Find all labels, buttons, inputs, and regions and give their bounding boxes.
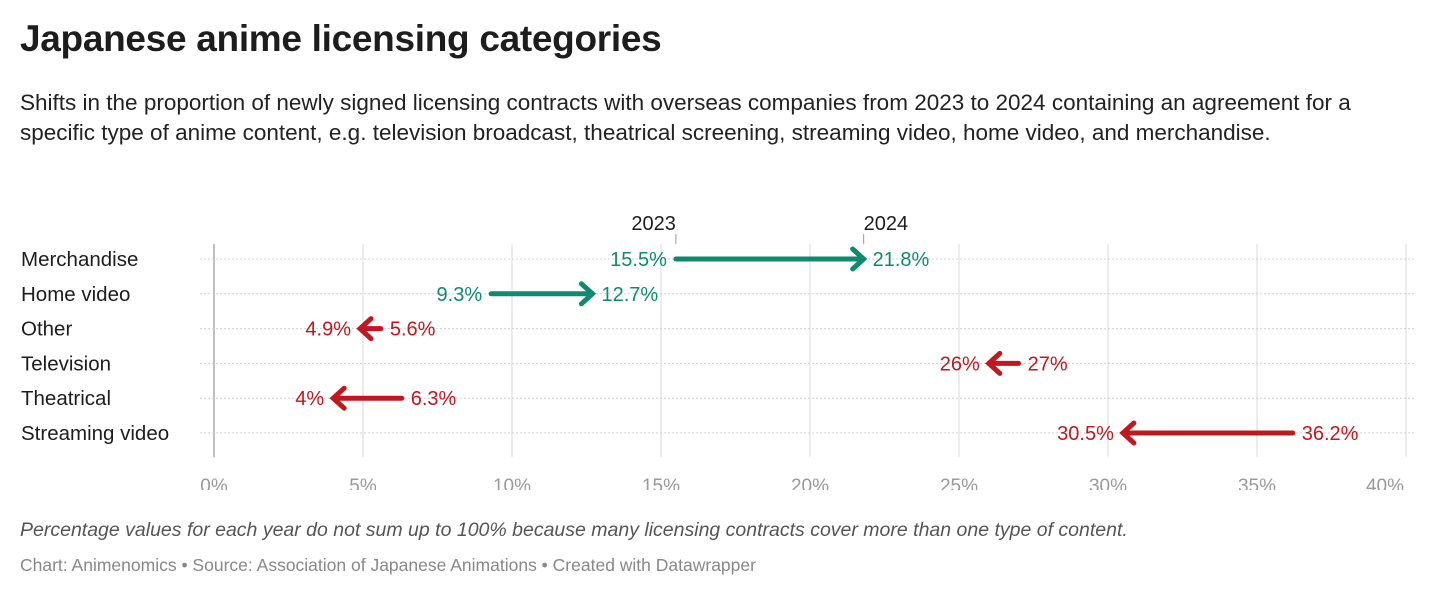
value-label-2024: 30.5%	[1057, 423, 1114, 445]
value-label-2024: 26%	[940, 353, 980, 375]
chart-note: Percentage values for each year do not s…	[20, 519, 1128, 541]
legend-label-2024: 2024	[864, 213, 909, 235]
arrow-chart: 0% 5% 10% 15% 20% 25% 30% 35% 40% Merchandise 15.5…	[21, 213, 1416, 490]
arrow-head	[356, 316, 374, 342]
legend-label-2023: 2023	[631, 213, 676, 235]
value-label-2023: 15.5%	[610, 249, 667, 271]
arrow-head	[985, 350, 1003, 376]
value-label-2023: 36.2%	[1302, 423, 1359, 445]
value-label-2024: 4.9%	[305, 319, 351, 341]
value-label-2023: 6.3%	[411, 388, 457, 410]
category-label: Streaming video	[21, 422, 169, 445]
arrow-head	[578, 281, 597, 307]
value-label-2023: 27%	[1028, 353, 1068, 375]
x-tick-label: 5%	[349, 476, 377, 490]
arrow-head	[1119, 420, 1137, 446]
x-tick-label: 30%	[1089, 476, 1127, 490]
arrow-head	[329, 385, 347, 411]
category-label: Merchandise	[21, 248, 138, 271]
category-label: Television	[21, 352, 111, 375]
arrow-head	[850, 246, 868, 272]
chart-subtitle: Shifts in the proportion of newly signed…	[20, 90, 1351, 145]
value-label-2024: 4%	[295, 388, 324, 410]
x-tick-label: 20%	[791, 476, 829, 490]
chart-footer: Chart: Animenomics • Source: Association…	[20, 555, 756, 575]
chart-title: Japanese anime licensing categories	[20, 18, 662, 59]
value-label-2023: 5.6%	[390, 319, 436, 341]
x-tick-label: 10%	[493, 476, 531, 490]
category-label: Other	[21, 318, 72, 341]
value-label-2024: 12.7%	[601, 284, 658, 306]
category-label: Home video	[21, 283, 130, 306]
category-label: Theatrical	[21, 387, 111, 410]
x-tick-label: 35%	[1238, 476, 1276, 490]
x-tick-label: 15%	[642, 476, 680, 490]
x-tick-label: 40%	[1366, 476, 1404, 490]
x-tick-label: 25%	[940, 476, 978, 490]
x-tick-label: 0%	[200, 476, 228, 490]
value-label-2024: 21.8%	[873, 249, 930, 271]
value-label-2023: 9.3%	[437, 284, 483, 306]
